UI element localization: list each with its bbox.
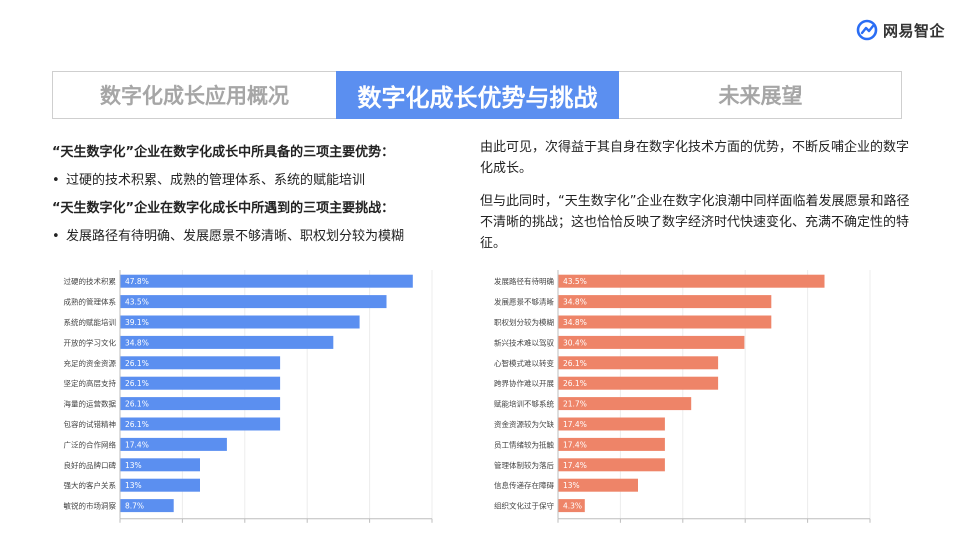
challenge-category-label: 管理体制较为落后 (494, 460, 554, 470)
advantage-value-label: 47.8% (125, 277, 149, 286)
challenge-value-label: 26.1% (563, 359, 587, 368)
advantage-value-label: 26.1% (125, 420, 149, 429)
challenge-category-label: 员工情绪较为抵触 (494, 439, 554, 449)
advantage-category-label: 开放的学习文化 (64, 337, 117, 347)
advantage-category-label: 过硬的技术积累 (64, 276, 117, 286)
advantage-category-label: 包容的试错精神 (64, 419, 117, 429)
advantage-category-label: 敏锐的市场洞察 (64, 501, 117, 511)
advantage-bar (120, 274, 413, 288)
advantages-item: • 过硬的技术积累、成熟的管理体系、系统的赋能培训 (52, 170, 365, 191)
tab-advantages-challenges[interactable]: 数字化成长优势与挑战 (336, 71, 619, 119)
advantage-value-label: 26.1% (125, 379, 149, 388)
advantages-item-text: 过硬的技术积累、成熟的管理体系、系统的赋能培训 (66, 173, 366, 188)
challenge-bar (558, 458, 665, 472)
advantage-value-label: 8.7% (125, 502, 144, 511)
challenge-bar (558, 356, 719, 370)
challenge-bar (558, 274, 825, 288)
challenge-bar (558, 478, 638, 492)
challenge-bar (558, 499, 585, 513)
challenges-chart: 发展路径有待明确 43.5% 发展愿景不够清晰 34.8% 职权划分较为模糊 34.8% 新… (478, 268, 888, 523)
challenge-value-label: 30.4% (563, 338, 587, 347)
challenges-item-text: 发展路径有待明确、发展愿景不够清晰、职权划分较为模糊 (66, 229, 405, 244)
bullet: • (52, 173, 60, 188)
challenges-item: • 发展路径有待明确、发展愿景不够清晰、职权划分较为模糊 (52, 226, 404, 247)
advantage-bar (120, 315, 360, 329)
bullet: • (52, 229, 60, 244)
advantage-bar (120, 417, 281, 431)
advantage-value-label: 39.1% (125, 318, 149, 327)
advantage-bar (120, 437, 227, 451)
advantage-value-label: 34.8% (125, 338, 149, 347)
advantage-value-label: 26.1% (125, 359, 149, 368)
advantage-bar (120, 499, 174, 513)
challenge-category-label: 心智模式难以转变 (494, 358, 554, 368)
advantages-bar-chart: 过硬的技术积累 47.8% 成熟的管理体系 43.5% 系统的赋能培训 39.1% 开放的学… (64, 270, 433, 523)
conclusion-paragraph-2: 但与此同时，“天生数字化”企业在数字化浪潮中同样面临着发展愿景和路径不清晰的挑战… (480, 194, 910, 251)
advantage-category-label: 系统的赋能培训 (64, 317, 117, 327)
advantage-bar (120, 335, 334, 349)
challenge-bar (558, 437, 665, 451)
challenge-category-label: 赋能培训不够系统 (494, 399, 554, 409)
advantage-bar (120, 356, 281, 370)
challenge-category-label: 组织文化过于保守 (494, 501, 554, 511)
section-tabs: 数字化成长应用概况 数字化成长优势与挑战 未来展望 (52, 71, 902, 119)
tab-overview[interactable]: 数字化成长应用概况 (100, 84, 289, 108)
challenge-category-label: 发展路径有待明确 (494, 276, 554, 286)
challenge-category-label: 发展愿景不够清晰 (494, 297, 554, 307)
challenge-category-label: 跨界协作难以开展 (494, 378, 554, 388)
advantage-category-label: 海量的运营数据 (64, 399, 117, 409)
challenge-value-label: 17.4% (563, 440, 587, 449)
challenges-bar-chart: 发展路径有待明确 43.5% 发展愿景不够清晰 34.8% 职权划分较为模糊 34.8% 新… (494, 270, 871, 523)
advantages-title: “天生数字化”企业在数字化成长中所具备的三项主要优势： (52, 145, 395, 160)
challenge-value-label: 34.8% (563, 298, 587, 307)
challenge-bar (558, 335, 745, 349)
challenge-bar (558, 295, 772, 309)
challenge-value-label: 34.8% (563, 318, 587, 327)
challenge-category-label: 资金资源较为欠缺 (494, 419, 554, 429)
advantage-category-label: 坚定的高层支持 (64, 378, 117, 388)
challenge-category-label: 信息传递存在障碍 (494, 480, 554, 490)
conclusion-paragraph-1: 由此可见，次得益于其自身在数字化技术方面的优势，不断反哺企业的数字化成长。 (480, 140, 910, 176)
advantage-bar (120, 458, 200, 472)
challenge-value-label: 26.1% (563, 379, 587, 388)
advantage-bar (120, 478, 200, 492)
challenge-value-label: 21.7% (563, 400, 587, 409)
brand-logo: 网易智企 (856, 18, 945, 42)
challenge-bar (558, 397, 692, 411)
advantages-chart: 过硬的技术积累 47.8% 成熟的管理体系 43.5% 系统的赋能培训 39.1% 开放的学… (40, 268, 450, 523)
summary-right: 由此可见，次得益于其自身在数字化技术方面的优势，不断反哺企业的数字化成长。 但与… (480, 137, 910, 266)
challenge-category-label: 新兴技术难以驾驭 (494, 337, 554, 347)
advantage-category-label: 充足的资金资源 (64, 358, 117, 368)
advantage-bar (120, 376, 281, 390)
challenge-value-label: 17.4% (563, 420, 587, 429)
advantage-category-label: 成熟的管理体系 (64, 297, 117, 307)
challenge-bar (558, 315, 772, 329)
advantage-value-label: 17.4% (125, 440, 149, 449)
challenge-value-label: 13% (563, 481, 580, 490)
challenge-value-label: 4.3% (563, 502, 582, 511)
brand-name: 网易智企 (883, 21, 946, 40)
brand-mark-icon (856, 19, 878, 41)
advantage-value-label: 43.5% (125, 298, 149, 307)
advantage-category-label: 广泛的合作网络 (64, 439, 117, 449)
advantage-value-label: 26.1% (125, 400, 149, 409)
challenge-category-label: 职权划分较为模糊 (494, 317, 554, 327)
advantage-category-label: 强大的客户关系 (64, 480, 117, 490)
advantage-bar (120, 397, 281, 411)
challenge-bar (558, 417, 665, 431)
challenge-value-label: 43.5% (563, 277, 587, 286)
challenge-bar (558, 376, 719, 390)
challenges-title: “天生数字化”企业在数字化成长中所遇到的三项主要挑战： (52, 201, 395, 216)
tab-outlook[interactable]: 未来展望 (718, 84, 803, 108)
challenge-value-label: 17.4% (563, 461, 587, 470)
advantage-category-label: 良好的品牌口碑 (64, 460, 117, 470)
advantage-bar (120, 295, 387, 309)
advantage-value-label: 13% (125, 461, 142, 470)
advantage-value-label: 13% (125, 481, 142, 490)
